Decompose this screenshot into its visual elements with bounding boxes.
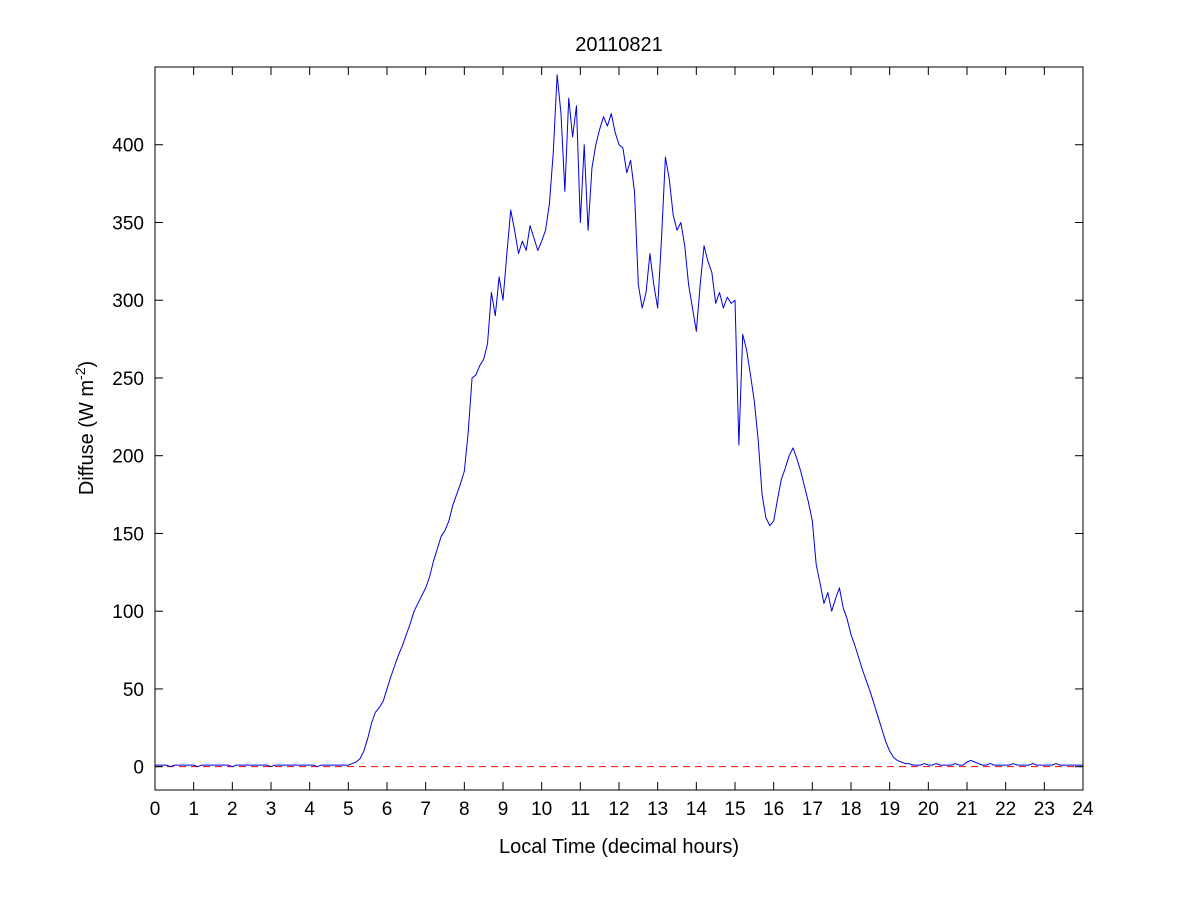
x-tick-label: 24 [1072, 799, 1094, 820]
x-tick-label: 6 [382, 799, 393, 820]
y-tick-label: 100 [112, 602, 144, 623]
x-tick-label: 1 [188, 799, 199, 820]
x-tick-label: 5 [343, 799, 354, 820]
x-tick-label: 14 [686, 799, 708, 820]
y-tick-label: 50 [123, 680, 144, 701]
x-tick-label: 11 [570, 799, 590, 820]
chart-title: 20110821 [575, 34, 663, 56]
y-tick-label: 400 [112, 136, 144, 157]
x-tick-label: 2 [227, 799, 238, 820]
y-tick-label: 350 [112, 213, 144, 234]
x-tick-label: 9 [498, 799, 509, 820]
tick-layer: 0 1 2 3 4 5 6 7 8 9 10 11 12 13 14 15 16 17 18 19 20 21 22 23 24… [112, 67, 1094, 820]
y-tick-label: 250 [112, 369, 144, 390]
x-tick-label: 16 [763, 799, 784, 820]
y-axis-label: Diffuse (W m-2) [72, 361, 98, 495]
x-tick-label: 18 [840, 799, 861, 820]
y-tick-label: 300 [112, 291, 144, 312]
data-series-layer [154, 74, 1084, 768]
x-tick-label: 12 [608, 799, 629, 820]
x-tick-label: 23 [1034, 799, 1055, 820]
y-axis-label-suffix: ) [76, 361, 98, 368]
x-tick-label: 13 [647, 799, 668, 820]
x-tick-label: 21 [956, 799, 977, 820]
x-tick-label: 10 [531, 799, 552, 820]
y-tick-label: 0 [133, 758, 144, 779]
x-tick-label: 15 [724, 799, 745, 820]
x-tick-label: 4 [304, 799, 315, 820]
y-tick-label: 150 [112, 524, 144, 545]
y-tick-label: 200 [112, 447, 144, 468]
x-tick-label: 8 [459, 799, 470, 820]
y-axis-label-superscript: -2 [72, 367, 88, 380]
x-tick-label: 17 [802, 799, 823, 820]
x-axis-label: Local Time (decimal hours) [499, 836, 739, 858]
x-tick-label: 0 [150, 799, 161, 820]
axes-box [154, 66, 1084, 791]
x-tick-label: 19 [879, 799, 900, 820]
y-axis-label-prefix: Diffuse (W m [76, 380, 98, 495]
series-line-diffuse-irradiance [154, 74, 1084, 768]
x-tick-label: 7 [420, 799, 431, 820]
x-tick-label: 20 [918, 799, 939, 820]
x-tick-label: 3 [266, 799, 277, 820]
x-tick-label: 22 [995, 799, 1016, 820]
